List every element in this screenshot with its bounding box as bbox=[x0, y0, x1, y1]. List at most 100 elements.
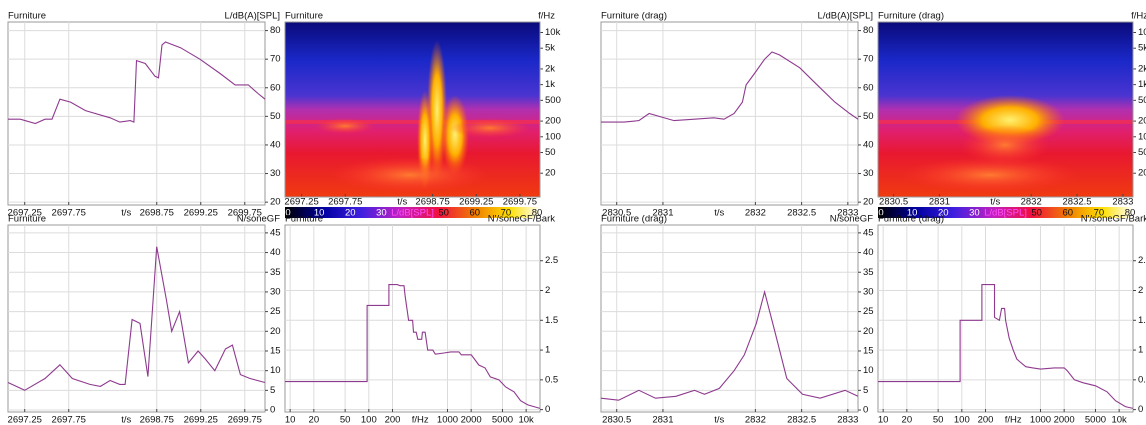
y-tick-label: 20 bbox=[1138, 168, 1146, 179]
y-tick-label: 50 bbox=[545, 147, 556, 158]
y-tick-label: 1k bbox=[1138, 79, 1146, 90]
plot-frame bbox=[600, 224, 859, 413]
y-tick-label: 25 bbox=[270, 306, 281, 317]
colorbar-tick-label: 10 bbox=[314, 208, 325, 219]
y-tick-label: 0 bbox=[1138, 404, 1143, 415]
x-tick-label: 2699.75 bbox=[228, 415, 262, 425]
colorbar-label: L/dB[SPL] bbox=[391, 208, 434, 219]
colorbar-tick-label: 0 bbox=[878, 208, 883, 219]
x-tick-label: 100 bbox=[954, 415, 970, 425]
colorbar-tick-label: 60 bbox=[1062, 208, 1073, 219]
x-tick-label: 2832 bbox=[745, 208, 766, 219]
x-axis-label: t/s bbox=[714, 415, 724, 425]
y-tick-label: 45 bbox=[863, 227, 874, 238]
y-tick-label: 500 bbox=[1138, 95, 1146, 106]
x-tick-label: 2699.75 bbox=[228, 208, 262, 219]
panel-title: Furniture bbox=[8, 11, 46, 22]
x-tick-label: 2699.25 bbox=[184, 208, 218, 219]
plot-frame bbox=[7, 21, 266, 206]
x-tick-label: 2698.75 bbox=[415, 197, 449, 208]
x-tick-label: 2000 bbox=[1054, 415, 1075, 425]
y-tick-label: 2k bbox=[545, 63, 555, 74]
y-tick-label: 40 bbox=[270, 139, 281, 150]
x-tick-label: 2832 bbox=[1021, 197, 1042, 208]
y-tick-label: 10k bbox=[545, 27, 561, 38]
y-tick-label: 5k bbox=[545, 43, 555, 54]
x-tick-label: 2699.25 bbox=[459, 197, 493, 208]
y-tick-label: 20 bbox=[545, 168, 556, 179]
x-axis-label: t/s bbox=[121, 415, 131, 425]
y-tick-label: 1 bbox=[1138, 345, 1143, 356]
y-tick-label: 10 bbox=[863, 365, 874, 376]
spectrogram-image bbox=[878, 22, 1133, 197]
panel-title: Furniture bbox=[8, 214, 46, 225]
y-axis-label: L/dB(A)[SPL] bbox=[225, 11, 280, 22]
colorbar-tick-label: 80 bbox=[532, 208, 543, 219]
x-axis-label: f/Hz bbox=[1005, 415, 1022, 425]
y-tick-label: 40 bbox=[863, 139, 874, 150]
y-tick-label: 30 bbox=[270, 286, 281, 297]
x-tick-label: 2831 bbox=[652, 415, 673, 425]
y-tick-label: 15 bbox=[270, 345, 281, 356]
x-tick-label: 2832.5 bbox=[787, 208, 816, 219]
panel-title: Furniture (drag) bbox=[878, 214, 944, 225]
data-line bbox=[878, 284, 1134, 409]
y-tick-label: 40 bbox=[270, 247, 281, 258]
y-tick-label: 100 bbox=[545, 131, 561, 142]
x-tick-label: 5000 bbox=[492, 415, 513, 425]
x-tick-label: 200 bbox=[385, 415, 401, 425]
y-tick-label: 25 bbox=[863, 306, 874, 317]
y-tick-label: 35 bbox=[863, 267, 874, 278]
y-tick-label: 20 bbox=[863, 197, 874, 208]
colorbar-tick-label: 60 bbox=[469, 208, 480, 219]
x-tick-label: 2697.25 bbox=[8, 208, 42, 219]
x-tick-label: 2832.5 bbox=[787, 415, 816, 425]
y-tick-label: 40 bbox=[863, 247, 874, 258]
x-tick-label: 2699.25 bbox=[184, 415, 218, 425]
y-tick-label: 2.5 bbox=[1138, 255, 1146, 266]
colorbar-tick-label: 50 bbox=[438, 208, 449, 219]
y-tick-label: 100 bbox=[1138, 131, 1146, 142]
y-tick-label: 2k bbox=[1138, 63, 1146, 74]
x-tick-label: 1000 bbox=[437, 415, 458, 425]
x-tick-label: 2000 bbox=[461, 415, 482, 425]
y-tick-label: 45 bbox=[270, 227, 281, 238]
x-tick-label: 5000 bbox=[1085, 415, 1106, 425]
y-tick-label: 0.5 bbox=[1138, 374, 1146, 385]
x-tick-label: 20 bbox=[309, 415, 320, 425]
y-tick-label: 60 bbox=[863, 82, 874, 93]
data-line bbox=[601, 51, 859, 123]
x-tick-label: 10k bbox=[518, 415, 534, 425]
x-tick-label: 2831 bbox=[929, 197, 950, 208]
plot-frame bbox=[7, 224, 266, 413]
x-tick-label: 2697.25 bbox=[8, 415, 42, 425]
y-tick-label: 70 bbox=[863, 54, 874, 65]
x-axis-label: t/s bbox=[121, 208, 131, 219]
x-tick-label: 2830.5 bbox=[602, 208, 631, 219]
x-tick-label: 10 bbox=[878, 415, 889, 425]
colorbar-tick-label: 80 bbox=[1125, 208, 1136, 219]
y-tick-label: 20 bbox=[270, 197, 281, 208]
y-tick-label: 0.5 bbox=[545, 374, 558, 385]
plot-frame bbox=[877, 224, 1134, 413]
x-tick-label: 200 bbox=[978, 415, 994, 425]
x-tick-label: 2833 bbox=[837, 208, 858, 219]
x-tick-label: 2832.5 bbox=[1063, 197, 1092, 208]
y-axis-label: L/dB(A)[SPL] bbox=[818, 11, 873, 22]
y-tick-label: 1k bbox=[545, 79, 555, 90]
y-tick-label: 10k bbox=[1138, 27, 1146, 38]
y-tick-label: 80 bbox=[863, 25, 874, 36]
spectrogram-image bbox=[285, 22, 540, 197]
x-tick-label: 2830.5 bbox=[602, 415, 631, 425]
y-tick-label: 5 bbox=[270, 385, 275, 396]
colorbar-tick-label: 0 bbox=[285, 208, 290, 219]
y-tick-label: 5k bbox=[1138, 43, 1146, 54]
x-tick-label: 2699.75 bbox=[503, 197, 537, 208]
x-tick-label: 10 bbox=[285, 415, 296, 425]
x-axis-label: t/s bbox=[397, 197, 407, 208]
x-tick-label: 2697.25 bbox=[284, 197, 318, 208]
x-axis-label: f/Hz bbox=[412, 415, 429, 425]
y-axis-label: f/Hz bbox=[1131, 11, 1146, 22]
plot-frame bbox=[284, 21, 541, 198]
y-tick-label: 0 bbox=[545, 404, 550, 415]
